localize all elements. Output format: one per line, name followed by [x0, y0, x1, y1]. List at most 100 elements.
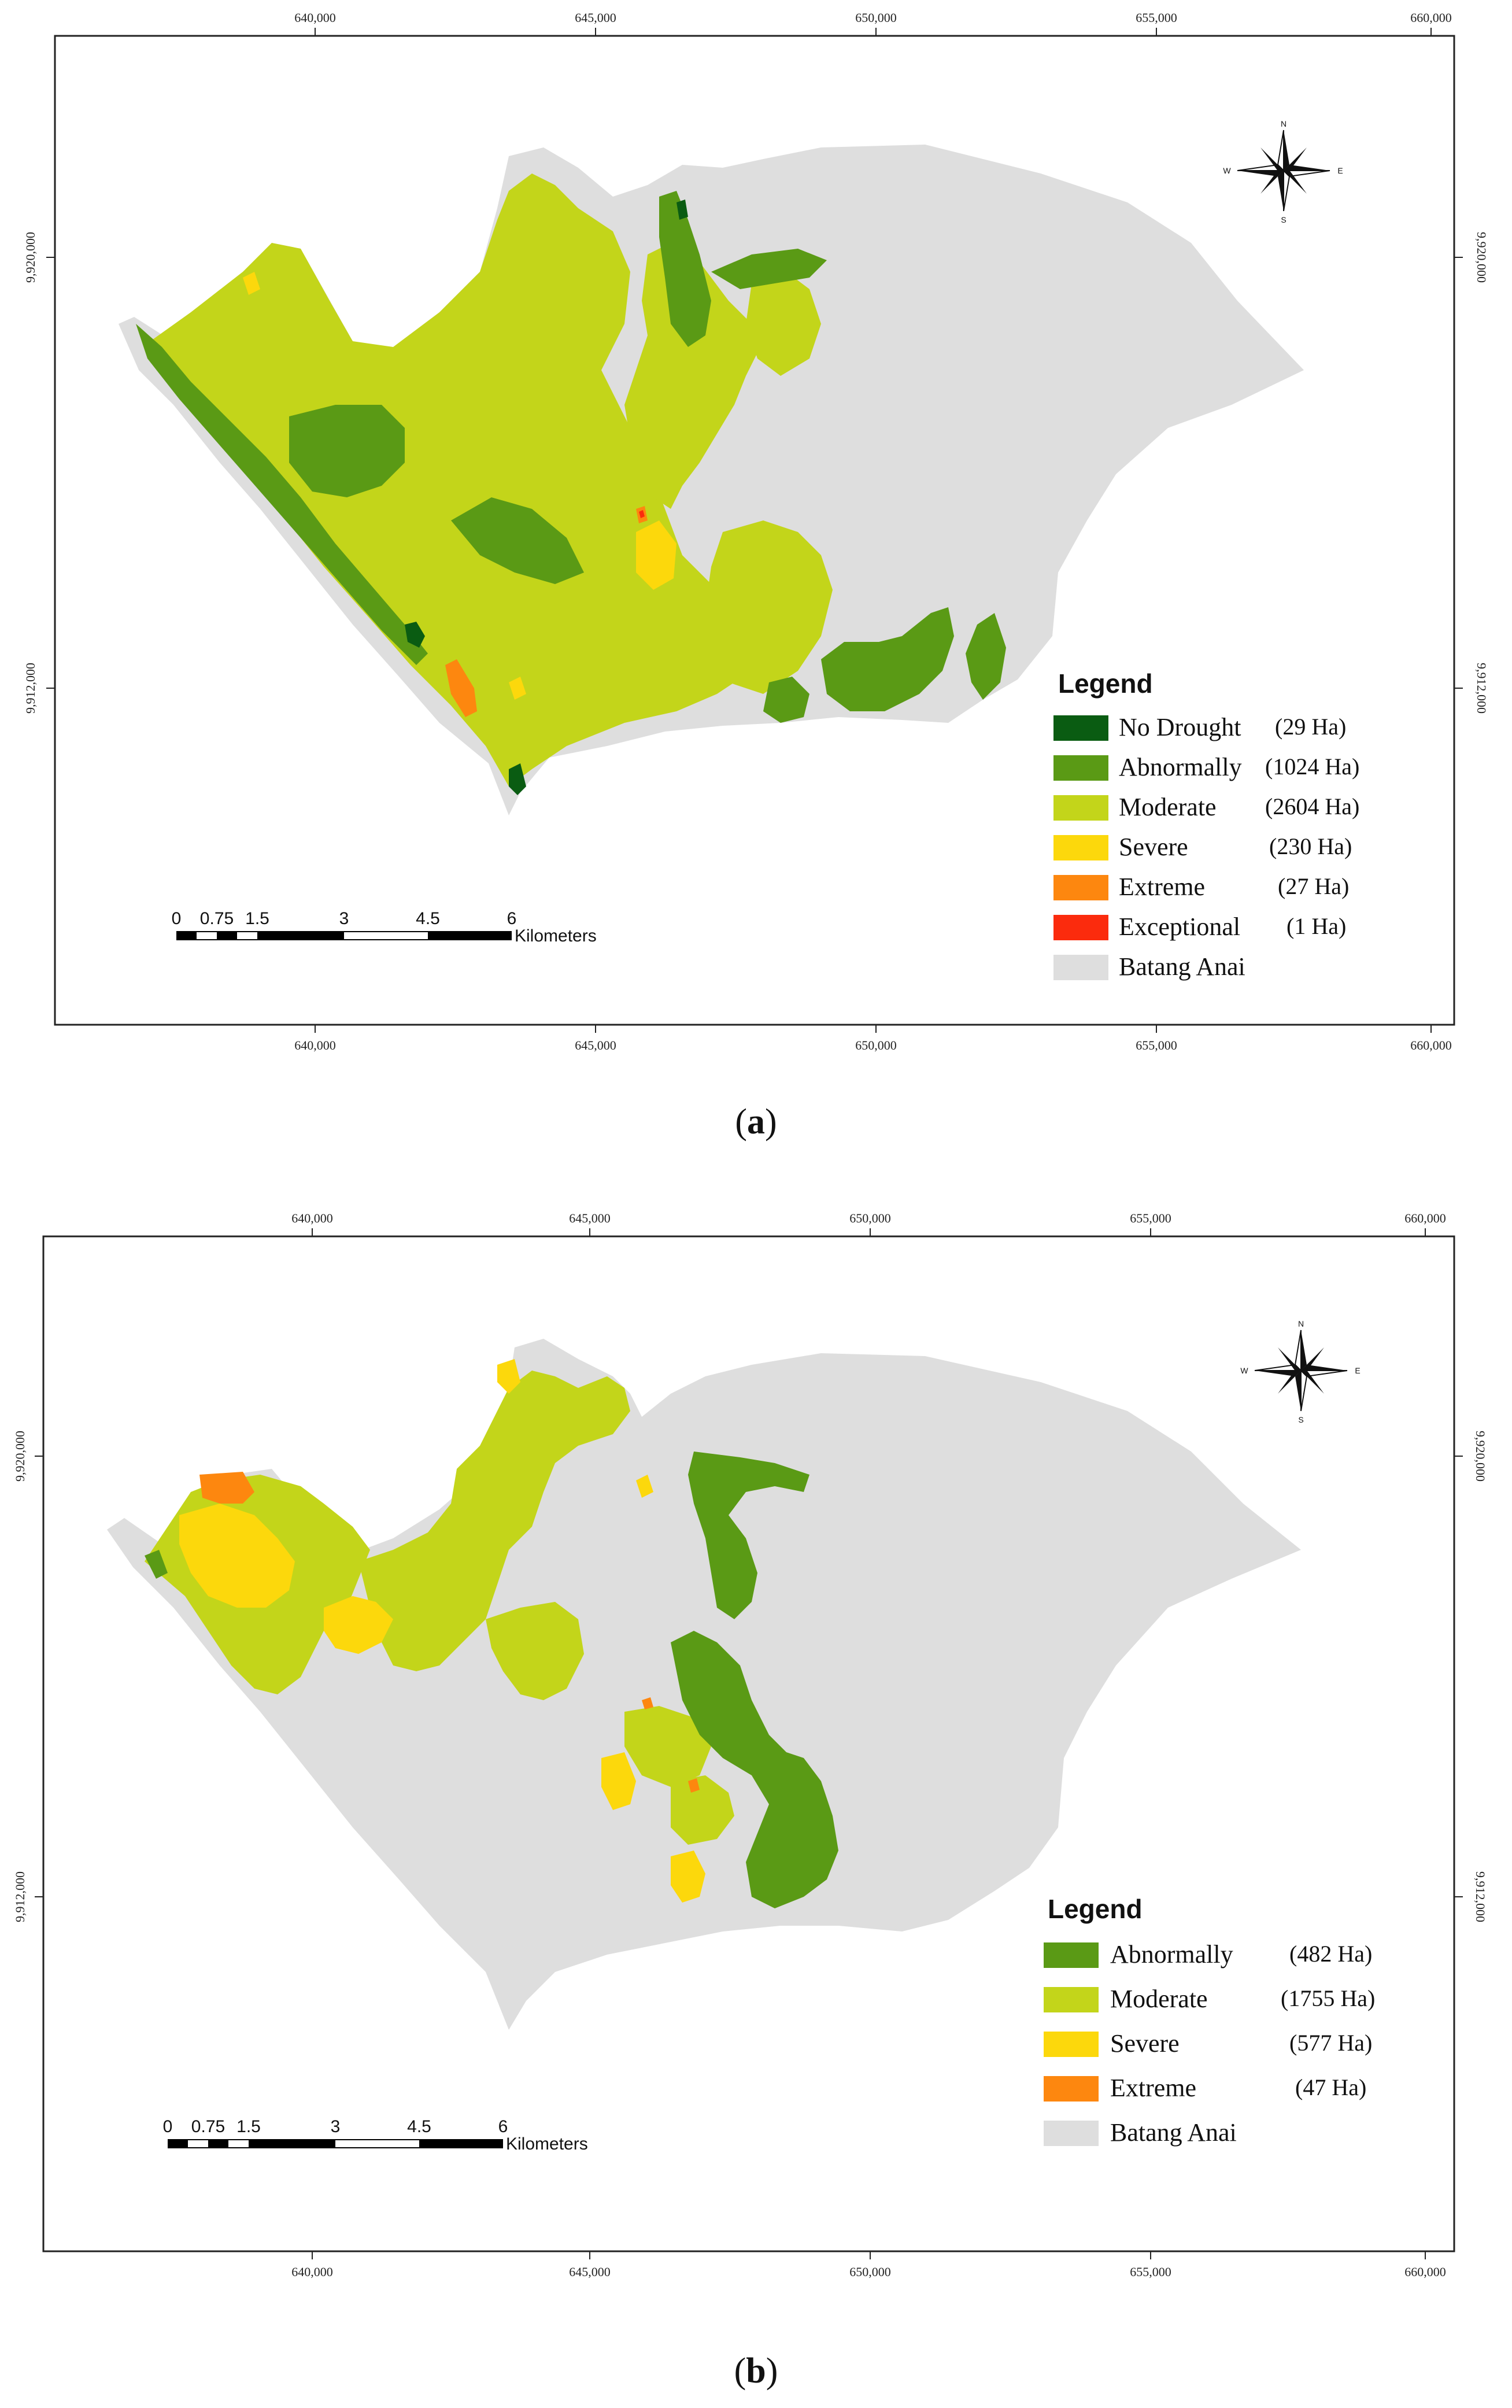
scale-label-0: 0	[172, 909, 182, 928]
legend-swatch	[1044, 2121, 1099, 2146]
legend-area: (482 Ha)	[1289, 1941, 1372, 1967]
severe-zone-3	[509, 677, 526, 700]
legend-title: Legend	[1058, 669, 1153, 699]
compass-s: S	[1298, 1415, 1303, 1424]
legend-area: (1755 Ha)	[1281, 1985, 1375, 2011]
y-tick-right-1: 9,920,000	[1473, 1431, 1488, 1482]
legend-label: Severe	[1110, 2029, 1180, 2058]
map-panel-a: 640,000 645,000 650,000 655,000 660,000 …	[0, 0, 1512, 1185]
compass-n: N	[1281, 119, 1287, 128]
legend-swatch	[1053, 795, 1108, 821]
figure-caption-a: (a)	[735, 1102, 777, 1142]
legend-label: Abnormally	[1119, 753, 1242, 781]
extreme-zone-nw	[199, 1472, 254, 1504]
severe-zone-north	[497, 1359, 520, 1394]
figure-caption-b: (b)	[734, 2351, 778, 2391]
scale-label-1: 0.75	[191, 2117, 225, 2136]
abnormally-zone-ne	[688, 1452, 809, 1619]
scale-bar: 0 0.75 1.5 3 4.5 6 Kilometers	[172, 909, 597, 946]
scale-label-4: 4.5	[407, 2117, 431, 2136]
scale-label-2: 1.5	[236, 2117, 261, 2136]
top-ticks	[46, 28, 1463, 1033]
abnormally-zone-coast	[136, 324, 428, 665]
x-tick-bottom-3: 650,000	[855, 1038, 897, 1052]
legend-area: (29 Ha)	[1275, 714, 1346, 740]
map-figure-a: 640,000 645,000 650,000 655,000 660,000 …	[23, 10, 1489, 1052]
extreme-zone-1	[445, 659, 477, 717]
legend-label: Severe	[1119, 833, 1188, 861]
x-tick-top-2: 645,000	[569, 1211, 611, 1225]
legend-item: Extreme (27 Ha)	[1053, 873, 1349, 901]
legend-area: (1024 Ha)	[1265, 754, 1359, 780]
x-tick-bottom-5: 660,000	[1410, 1038, 1452, 1052]
scale-label-4: 4.5	[416, 909, 440, 928]
legend-label: Moderate	[1119, 793, 1217, 821]
y-tick-left-2: 9,912,000	[23, 663, 38, 714]
y-tick-right-2: 9,912,000	[1473, 1871, 1488, 1922]
no-drought-zone-1	[405, 622, 425, 648]
y-tick-left-1: 9,920,000	[13, 1431, 27, 1482]
severe-zone-2	[243, 272, 260, 295]
abnormally-zone-ne	[711, 249, 827, 289]
legend-area: (1 Ha)	[1287, 913, 1346, 939]
legend-item: Moderate (2604 Ha)	[1053, 793, 1359, 821]
legend-area: (2604 Ha)	[1265, 793, 1359, 819]
abnormally-zone-mid	[451, 497, 584, 584]
legend-item: Abnormally (1024 Ha)	[1053, 753, 1359, 781]
no-drought-zone-3	[676, 200, 688, 220]
severe-zone-center	[324, 1596, 393, 1654]
x-tick-top-3: 650,000	[855, 10, 897, 25]
legend-swatch	[1053, 955, 1108, 980]
scale-label-2: 1.5	[245, 909, 269, 928]
legend-area: (47 Ha)	[1295, 2074, 1366, 2100]
moderate-zone-se	[705, 520, 833, 694]
abnormally-zone-west	[145, 1550, 168, 1579]
abnormally-zone-center	[289, 405, 405, 497]
compass-n: N	[1298, 1319, 1304, 1328]
x-tick-top-5: 660,000	[1410, 10, 1452, 25]
legend-label: Abnormally	[1110, 1940, 1233, 1968]
extreme-zone-2	[688, 1778, 700, 1793]
legend: Legend No Drought (29 Ha) Abnormally (10…	[1053, 669, 1359, 981]
moderate-zone-south	[624, 1706, 711, 1787]
scale-label-3: 3	[339, 909, 349, 928]
severe-zone-mid	[601, 1752, 636, 1810]
x-tick-bottom-3: 650,000	[849, 2265, 891, 2279]
legend-item: Abnormally (482 Ha)	[1044, 1940, 1372, 1968]
compass-w: W	[1240, 1366, 1248, 1375]
scale-unit: Kilometers	[515, 926, 597, 946]
moderate-zone-center	[358, 1371, 630, 1671]
scale-label-3: 3	[331, 2117, 341, 2136]
x-tick-bottom-1: 640,000	[294, 1038, 336, 1052]
abnormally-zone-east	[671, 1631, 838, 1908]
scale-label-5: 6	[498, 2117, 508, 2136]
scale-unit: Kilometers	[506, 2134, 588, 2154]
x-tick-bottom-4: 655,000	[1130, 2265, 1171, 2279]
abnormally-zone-far-east	[966, 613, 1006, 700]
legend-swatch	[1053, 755, 1108, 781]
moderate-zone-east	[624, 243, 757, 509]
compass-e: E	[1355, 1366, 1360, 1375]
abnormally-zone-east	[821, 607, 954, 711]
severe-zone-1	[636, 520, 676, 590]
y-tick-left-2: 9,912,000	[13, 1871, 27, 1922]
legend-item: Batang Anai	[1053, 952, 1245, 981]
legend-item: Exceptional (1 Ha)	[1053, 913, 1346, 941]
legend-swatch	[1053, 715, 1108, 741]
map-figure-b: 640,000 645,000 650,000 655,000 660,000 …	[13, 1211, 1488, 2279]
compass-s: S	[1281, 215, 1286, 224]
compass-e: E	[1337, 166, 1343, 175]
legend-swatch	[1053, 875, 1108, 900]
legend-swatch	[1053, 835, 1108, 860]
legend-item: No Drought (29 Ha)	[1053, 713, 1346, 741]
severe-zone-south	[671, 1851, 705, 1903]
x-tick-top-1: 640,000	[291, 1211, 333, 1225]
moderate-zone-mid	[486, 1602, 584, 1700]
legend-swatch	[1053, 915, 1108, 940]
compass-w: W	[1223, 166, 1231, 175]
legend-title: Legend	[1048, 1894, 1143, 1924]
x-tick-bottom-2: 645,000	[575, 1038, 616, 1052]
x-tick-top-4: 655,000	[1136, 10, 1177, 25]
legend-swatch	[1044, 1942, 1099, 1968]
moderate-zone	[150, 173, 763, 786]
